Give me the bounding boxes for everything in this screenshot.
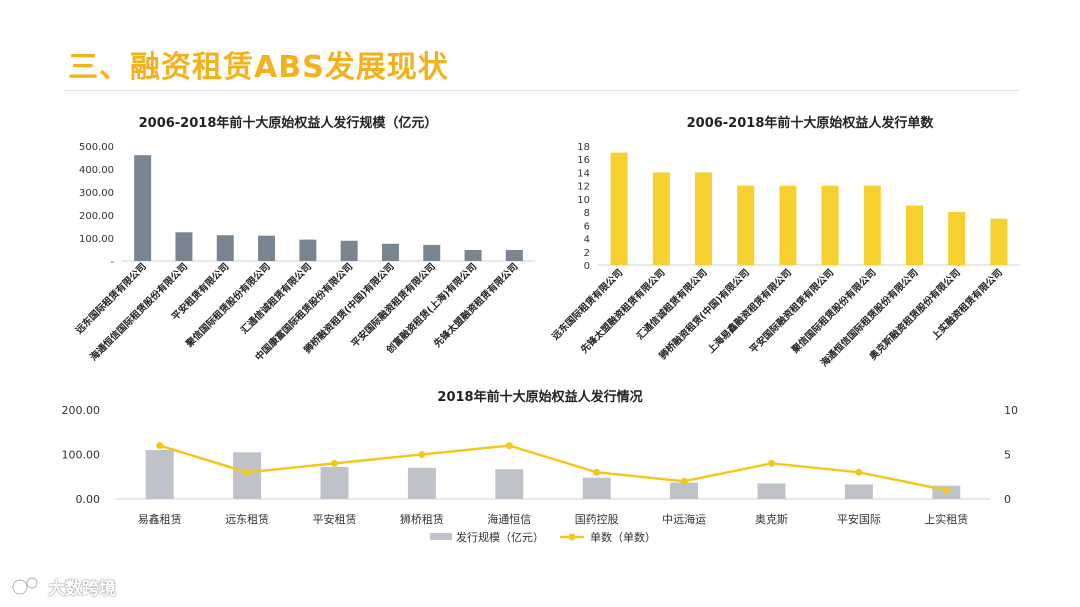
chart2-x-label: 平安国际融资租赁有限公司	[747, 267, 836, 356]
chart1-x-label: 远东国际租赁有限公司	[73, 261, 149, 337]
chart2-x-label: 先锋太盟融资租赁有限公司	[578, 267, 667, 356]
chart2-bar	[821, 185, 839, 265]
chart2-y-tick: 0	[584, 261, 590, 272]
chart1-x-label: 汇通信诚租赁有限公司	[238, 261, 314, 337]
chart3-x-label: 易鑫租赁	[138, 512, 182, 526]
chart3-bar	[582, 477, 611, 499]
chart2-y-tick: 14	[577, 168, 590, 179]
chart1-y-tick: 300.00	[79, 188, 114, 199]
chart3-x-label: 国药控股	[575, 512, 619, 526]
chart3-left-y-tick: 0.00	[76, 493, 101, 506]
chart1-bar	[340, 240, 358, 261]
chart3-x-label: 中远海运	[662, 512, 706, 526]
chart3-line-point	[855, 468, 863, 476]
chart3-bar	[844, 484, 873, 499]
chart2-bar	[779, 185, 797, 265]
chart2-bar	[737, 185, 755, 265]
chart1-y-tick: 500.00	[79, 142, 114, 153]
chart2-y-tick: 10	[577, 195, 590, 206]
chart1-y-tick: -	[110, 257, 114, 268]
chart2-y-tick: 6	[584, 221, 590, 232]
watermark-logo-icon	[11, 576, 39, 596]
chart1-bar	[216, 235, 234, 261]
chart2-y-tick: 4	[584, 235, 590, 246]
chart2-x-label: 汇通信诚租赁有限公司	[634, 267, 710, 343]
chart3-line-point	[768, 459, 775, 467]
chart2-y-tick: 18	[577, 142, 590, 153]
chart2-y-tick: 12	[577, 182, 590, 193]
chart3-legend-bar-swatch	[430, 533, 452, 540]
chart3-line-point	[418, 451, 426, 458]
chart3-bar	[407, 467, 436, 499]
chart3-legend-line-marker	[568, 533, 576, 541]
slide-title: 三、融资租赁ABS发展现状	[68, 50, 449, 85]
chart1-x-label: 先锋太盟融资租赁有限公司	[431, 261, 520, 350]
chart1-bar	[299, 239, 317, 261]
chart3-line-point	[156, 442, 164, 450]
chart3-line-point	[331, 459, 338, 467]
chart1-bar	[381, 243, 399, 261]
chart2-bar	[695, 172, 712, 265]
chart2-x-label: 上海易鑫融资租赁有限公司	[705, 267, 794, 356]
chart2-y-tick: 8	[584, 208, 590, 219]
chart1-bar	[423, 244, 441, 261]
chart3-x-label: 奥克斯	[755, 512, 788, 526]
chart3-line-point	[593, 468, 601, 476]
chart1-bar	[258, 235, 276, 261]
chart3-line	[159, 444, 947, 492]
chart2-x-label: 上实融资租赁有限公司	[929, 267, 1005, 343]
chart3-line-point	[942, 486, 950, 494]
chart3-right-y-tick: 0	[1004, 493, 1011, 506]
chart3-bar	[320, 466, 349, 499]
chart2-x-label: 狮桥融资租赁(中国)有限公司	[656, 267, 752, 363]
chart2-bar	[906, 205, 923, 265]
title-divider	[64, 90, 1020, 91]
chart3-x-label: 平安国际	[837, 512, 881, 526]
chart3-line-point	[243, 468, 251, 476]
watermark: 大数跨境	[10, 572, 116, 600]
chart3-bar	[670, 482, 699, 499]
chart2-y-tick: 2	[584, 248, 590, 259]
chart3-left-y-tick: 200.00	[62, 404, 101, 417]
chart3-bar	[145, 450, 174, 499]
chart3-left-y-tick: 100.00	[62, 449, 101, 462]
chart1-y-tick: 200.00	[79, 211, 114, 222]
chart3-right-y-tick: 10	[1004, 404, 1018, 417]
chart2-bar	[610, 152, 628, 265]
chart3-legend-bar-label: 发行规模（亿元）	[456, 530, 544, 544]
chart2-title: 2006-2018年前十大原始权益人发行单数	[686, 116, 934, 131]
chart2-x-label: 聚信国际租赁股份有限公司	[789, 267, 879, 357]
chart3-line-point	[505, 442, 513, 450]
chart3-x-label: 平安租赁	[313, 512, 357, 526]
chart1-bar	[464, 249, 482, 261]
chart3-line-point	[680, 477, 688, 485]
chart3-x-label: 远东租赁	[225, 512, 269, 526]
chart2-bar	[990, 218, 1008, 265]
watermark-text: 大数跨境	[48, 578, 116, 599]
chart1-x-label: 平安国际融资租赁有限公司	[349, 261, 438, 350]
chart2-x-label: 远东国际租赁有限公司	[550, 267, 626, 343]
chart1-bar	[134, 155, 152, 261]
chart3-bar	[495, 469, 524, 499]
chart1-y-tick: 400.00	[79, 165, 114, 176]
chart3-bar	[757, 483, 786, 499]
chart2-bar	[652, 172, 670, 265]
chart2-bar	[948, 212, 966, 265]
chart1-bar	[505, 249, 523, 261]
chart3-x-label: 上实租赁	[924, 512, 968, 526]
chart3-right-y-tick: 5	[1004, 449, 1011, 462]
chart1-title: 2006-2018年前十大原始权益人发行规模（亿元）	[138, 116, 438, 131]
chart3-title: 2018年前十大原始权益人发行情况	[437, 390, 643, 405]
chart1-x-label: 聚信国际租赁股份有限公司	[183, 261, 273, 351]
chart2-y-tick: 16	[577, 155, 590, 166]
chart3-x-label: 海通恒信	[487, 512, 531, 526]
chart3-x-label: 狮桥租赁	[400, 512, 444, 526]
chart1-bar	[175, 232, 193, 261]
chart1-y-tick: 100.00	[79, 234, 114, 245]
chart2-bar	[863, 185, 881, 265]
chart3-legend-line-label: 单数（单数）	[590, 531, 656, 544]
